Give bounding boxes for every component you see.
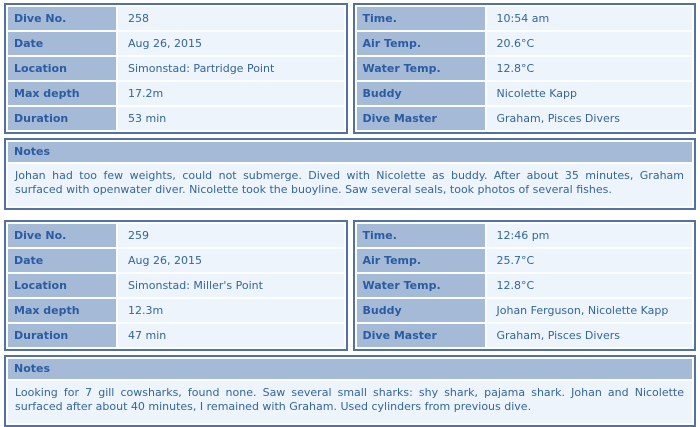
dive-details-table: Dive No. 259 Date Aug 26, 2015 Location … [4,220,348,351]
table-row: Dive Master Graham, Pisces Divers [356,324,692,347]
duration-value: 47 min [118,324,344,347]
dive-conditions-table: Time. 12:46 pm Air Temp. 25.7°C Water Te… [352,220,696,351]
table-row: Duration 53 min [8,107,344,130]
dive-master-label: Dive Master [356,107,485,130]
date-label: Date [8,32,116,55]
buddy-value: Nicolette Kapp [486,82,692,105]
dive-tables: Dive No. 258 Date Aug 26, 2015 Location … [4,3,696,134]
air-temp-label: Air Temp. [356,249,485,272]
table-row: Date Aug 26, 2015 [8,249,344,272]
date-label: Date [8,249,116,272]
max-depth-label: Max depth [8,299,116,322]
time-value: 12:46 pm [486,224,692,247]
table-row: Date Aug 26, 2015 [8,32,344,55]
notes-text: Looking for 7 gill cowsharks, found none… [8,381,692,423]
water-temp-label: Water Temp. [356,57,485,80]
buddy-label: Buddy [356,82,485,105]
time-label: Time. [356,224,485,247]
notes-text: Johan had too few weights, could not sub… [8,164,692,206]
notes-section: Notes Looking for 7 gill cowsharks, foun… [4,355,696,427]
dive-master-value: Graham, Pisces Divers [486,324,692,347]
table-row: Max depth 12.3m [8,299,344,322]
time-label: Time. [356,7,485,30]
table-row: Location Simonstad: Miller's Point [8,274,344,297]
notes-header: Notes [8,142,692,162]
table-row: Location Simonstad: Partridge Point [8,57,344,80]
table-row: Dive No. 259 [8,224,344,247]
duration-label: Duration [8,324,116,347]
duration-value: 53 min [118,107,344,130]
dive-no-value: 259 [118,224,344,247]
notes-header: Notes [8,359,692,379]
table-row: Duration 47 min [8,324,344,347]
duration-label: Duration [8,107,116,130]
location-label: Location [8,57,116,80]
max-depth-value: 12.3m [118,299,344,322]
table-row: Time. 12:46 pm [356,224,692,247]
dive-entry: Dive No. 258 Date Aug 26, 2015 Location … [4,3,696,210]
dive-no-value: 258 [118,7,344,30]
dive-master-label: Dive Master [356,324,485,347]
water-temp-label: Water Temp. [356,274,485,297]
table-row: Air Temp. 20.6°C [356,32,692,55]
buddy-label: Buddy [356,299,485,322]
air-temp-label: Air Temp. [356,32,485,55]
table-row: Buddy Nicolette Kapp [356,82,692,105]
table-row: Water Temp. 12.8°C [356,274,692,297]
table-row: Air Temp. 25.7°C [356,249,692,272]
date-value: Aug 26, 2015 [118,32,344,55]
location-value: Simonstad: Partridge Point [118,57,344,80]
buddy-value: Johan Ferguson, Nicolette Kapp [486,299,692,322]
water-temp-value: 12.8°C [486,57,692,80]
date-value: Aug 26, 2015 [118,249,344,272]
table-row: Water Temp. 12.8°C [356,57,692,80]
max-depth-label: Max depth [8,82,116,105]
dive-master-value: Graham, Pisces Divers [486,107,692,130]
dive-conditions-table: Time. 10:54 am Air Temp. 20.6°C Water Te… [352,3,696,134]
dive-no-label: Dive No. [8,224,116,247]
dive-tables: Dive No. 259 Date Aug 26, 2015 Location … [4,220,696,351]
dive-entry: Dive No. 259 Date Aug 26, 2015 Location … [4,220,696,427]
time-value: 10:54 am [486,7,692,30]
max-depth-value: 17.2m [118,82,344,105]
air-temp-value: 20.6°C [486,32,692,55]
notes-section: Notes Johan had too few weights, could n… [4,138,696,210]
location-label: Location [8,274,116,297]
table-row: Buddy Johan Ferguson, Nicolette Kapp [356,299,692,322]
location-value: Simonstad: Miller's Point [118,274,344,297]
dive-details-table: Dive No. 258 Date Aug 26, 2015 Location … [4,3,348,134]
water-temp-value: 12.8°C [486,274,692,297]
dive-no-label: Dive No. [8,7,116,30]
table-row: Max depth 17.2m [8,82,344,105]
table-row: Dive No. 258 [8,7,344,30]
table-row: Time. 10:54 am [356,7,692,30]
table-row: Dive Master Graham, Pisces Divers [356,107,692,130]
air-temp-value: 25.7°C [486,249,692,272]
